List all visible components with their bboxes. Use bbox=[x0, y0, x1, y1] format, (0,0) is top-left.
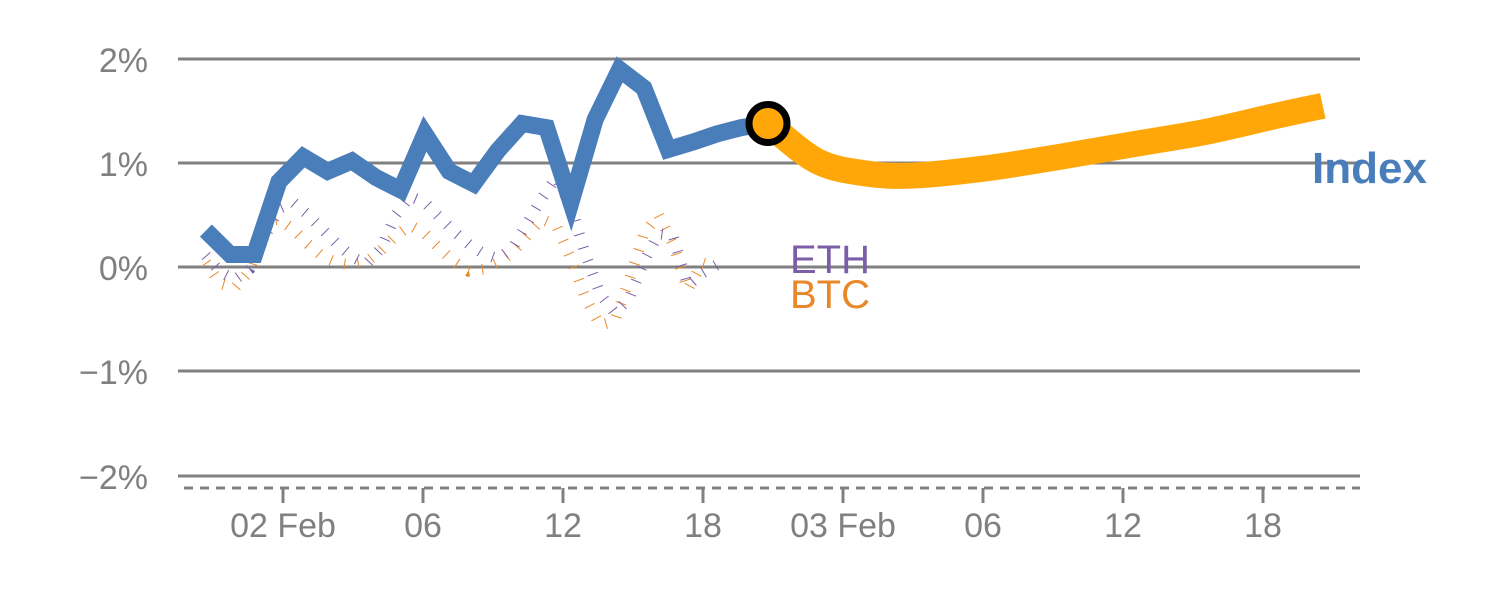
y-tick-label-2pct: 2% bbox=[99, 42, 148, 80]
x-tick-label-1: 06 bbox=[404, 507, 442, 545]
series-line-btc bbox=[201, 204, 719, 332]
series-line-index-forecast bbox=[759, 93, 1326, 189]
series-labels: ETH BTC Index bbox=[790, 144, 1427, 317]
series-line-index-historical bbox=[199, 56, 770, 263]
x-axis-labels: 02 Feb 06 12 18 03 Feb 06 12 18 bbox=[230, 507, 1282, 545]
gridlines bbox=[178, 57, 1360, 478]
x-tick-label-7: 18 bbox=[1244, 507, 1282, 545]
y-tick-label-neg2pct: −2% bbox=[79, 459, 148, 497]
series-label-btc: BTC bbox=[790, 273, 870, 317]
series-line-eth bbox=[201, 166, 720, 322]
series-label-eth: ETH bbox=[790, 238, 870, 282]
y-tick-label-neg1pct: −1% bbox=[79, 354, 148, 392]
now-marker-ring bbox=[745, 101, 791, 146]
y-axis-labels: 2% 1% 0% −1% −2% bbox=[79, 42, 148, 497]
x-tick-label-0: 02 Feb bbox=[230, 507, 336, 545]
x-tick-label-3: 18 bbox=[684, 507, 722, 545]
series-label-index: Index bbox=[1312, 144, 1427, 193]
x-tick-label-5: 06 bbox=[964, 507, 1002, 545]
x-tick-label-4: 03 Feb bbox=[790, 507, 896, 545]
x-tick-label-6: 12 bbox=[1104, 507, 1142, 545]
y-tick-label-0pct: 0% bbox=[99, 250, 148, 288]
y-tick-label-1pct: 1% bbox=[99, 146, 148, 184]
x-tick-label-2: 12 bbox=[544, 507, 582, 545]
x-axis bbox=[184, 486, 1360, 503]
series-layer bbox=[199, 56, 1326, 332]
now-marker[interactable] bbox=[745, 101, 791, 146]
